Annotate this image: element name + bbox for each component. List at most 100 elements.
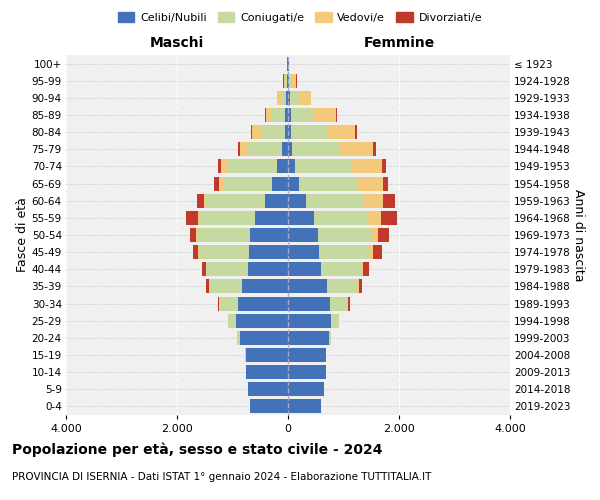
Bar bbox=[288, 160, 295, 173]
Bar bbox=[288, 176, 299, 190]
Bar bbox=[292, 74, 296, 88]
Bar bbox=[238, 142, 240, 156]
Bar bbox=[364, 194, 383, 207]
Bar bbox=[306, 194, 364, 207]
Bar bbox=[277, 91, 281, 105]
Bar bbox=[197, 211, 199, 225]
Bar bbox=[266, 108, 271, 122]
Bar bbox=[214, 176, 218, 190]
Bar bbox=[361, 262, 364, 276]
Bar bbox=[382, 160, 386, 173]
Bar bbox=[288, 314, 331, 328]
Bar bbox=[328, 125, 355, 139]
Bar bbox=[285, 108, 288, 122]
Y-axis label: Fasce di età: Fasce di età bbox=[16, 198, 29, 272]
Bar bbox=[265, 194, 288, 207]
Text: Femmine: Femmine bbox=[364, 36, 434, 50]
Bar bbox=[292, 125, 328, 139]
Bar bbox=[322, 262, 361, 276]
Bar bbox=[218, 296, 238, 310]
Bar bbox=[196, 228, 197, 242]
Bar bbox=[206, 194, 265, 207]
Bar bbox=[254, 211, 288, 225]
Bar bbox=[292, 142, 340, 156]
Bar bbox=[358, 176, 383, 190]
Bar bbox=[284, 125, 288, 139]
Bar bbox=[286, 91, 288, 105]
Bar bbox=[288, 125, 292, 139]
Bar bbox=[277, 160, 288, 173]
Bar bbox=[238, 296, 288, 310]
Bar bbox=[288, 91, 290, 105]
Bar bbox=[206, 262, 248, 276]
Text: Maschi: Maschi bbox=[150, 36, 204, 50]
Bar bbox=[250, 228, 288, 242]
Bar bbox=[249, 245, 288, 259]
Bar bbox=[288, 382, 324, 396]
Bar bbox=[355, 125, 357, 139]
Bar bbox=[246, 348, 288, 362]
Bar bbox=[364, 262, 369, 276]
Bar bbox=[314, 108, 336, 122]
Bar bbox=[358, 280, 359, 293]
Bar bbox=[327, 280, 358, 293]
Bar bbox=[288, 365, 326, 379]
Bar bbox=[340, 142, 373, 156]
Bar bbox=[288, 331, 329, 345]
Bar bbox=[318, 228, 371, 242]
Bar bbox=[373, 245, 382, 259]
Bar bbox=[285, 74, 287, 88]
Bar bbox=[236, 314, 288, 328]
Bar bbox=[284, 74, 285, 88]
Bar bbox=[218, 160, 221, 173]
Bar bbox=[242, 280, 288, 293]
Bar bbox=[288, 74, 289, 88]
Bar bbox=[272, 176, 288, 190]
Bar bbox=[369, 245, 373, 259]
Bar bbox=[253, 125, 261, 139]
Legend: Celibi/Nubili, Coniugati/e, Vedovi/e, Divorziati/e: Celibi/Nubili, Coniugati/e, Vedovi/e, Di… bbox=[113, 8, 487, 28]
Bar bbox=[330, 296, 348, 310]
Bar bbox=[368, 211, 380, 225]
Bar bbox=[251, 125, 253, 139]
Y-axis label: Anni di nascita: Anni di nascita bbox=[572, 188, 585, 281]
Bar bbox=[295, 160, 352, 173]
Bar bbox=[291, 108, 314, 122]
Bar bbox=[299, 176, 358, 190]
Bar bbox=[288, 348, 326, 362]
Bar bbox=[288, 194, 306, 207]
Bar bbox=[193, 245, 199, 259]
Bar bbox=[202, 262, 206, 276]
Bar bbox=[383, 176, 388, 190]
Bar bbox=[336, 108, 337, 122]
Text: PROVINCIA DI ISERNIA - Dati ISTAT 1° gennaio 2024 - Elaborazione TUTTITALIA.IT: PROVINCIA DI ISERNIA - Dati ISTAT 1° gen… bbox=[12, 472, 431, 482]
Bar bbox=[288, 228, 318, 242]
Bar bbox=[209, 280, 242, 293]
Bar bbox=[288, 280, 327, 293]
Bar bbox=[218, 176, 223, 190]
Bar bbox=[187, 211, 197, 225]
Bar bbox=[238, 331, 240, 345]
Bar bbox=[199, 245, 249, 259]
Bar bbox=[248, 382, 288, 396]
Bar bbox=[380, 211, 397, 225]
Bar bbox=[197, 228, 250, 242]
Bar bbox=[314, 211, 368, 225]
Bar bbox=[281, 91, 286, 105]
Bar bbox=[223, 176, 272, 190]
Bar bbox=[288, 142, 292, 156]
Bar bbox=[221, 160, 227, 173]
Bar bbox=[289, 74, 292, 88]
Bar bbox=[359, 280, 362, 293]
Bar bbox=[371, 228, 378, 242]
Bar bbox=[240, 331, 288, 345]
Bar bbox=[228, 314, 236, 328]
Bar bbox=[288, 211, 314, 225]
Bar bbox=[378, 228, 389, 242]
Bar bbox=[290, 91, 299, 105]
Bar bbox=[287, 74, 288, 88]
Bar bbox=[283, 142, 288, 156]
Bar bbox=[199, 211, 254, 225]
Bar bbox=[288, 400, 322, 413]
Bar bbox=[227, 160, 277, 173]
